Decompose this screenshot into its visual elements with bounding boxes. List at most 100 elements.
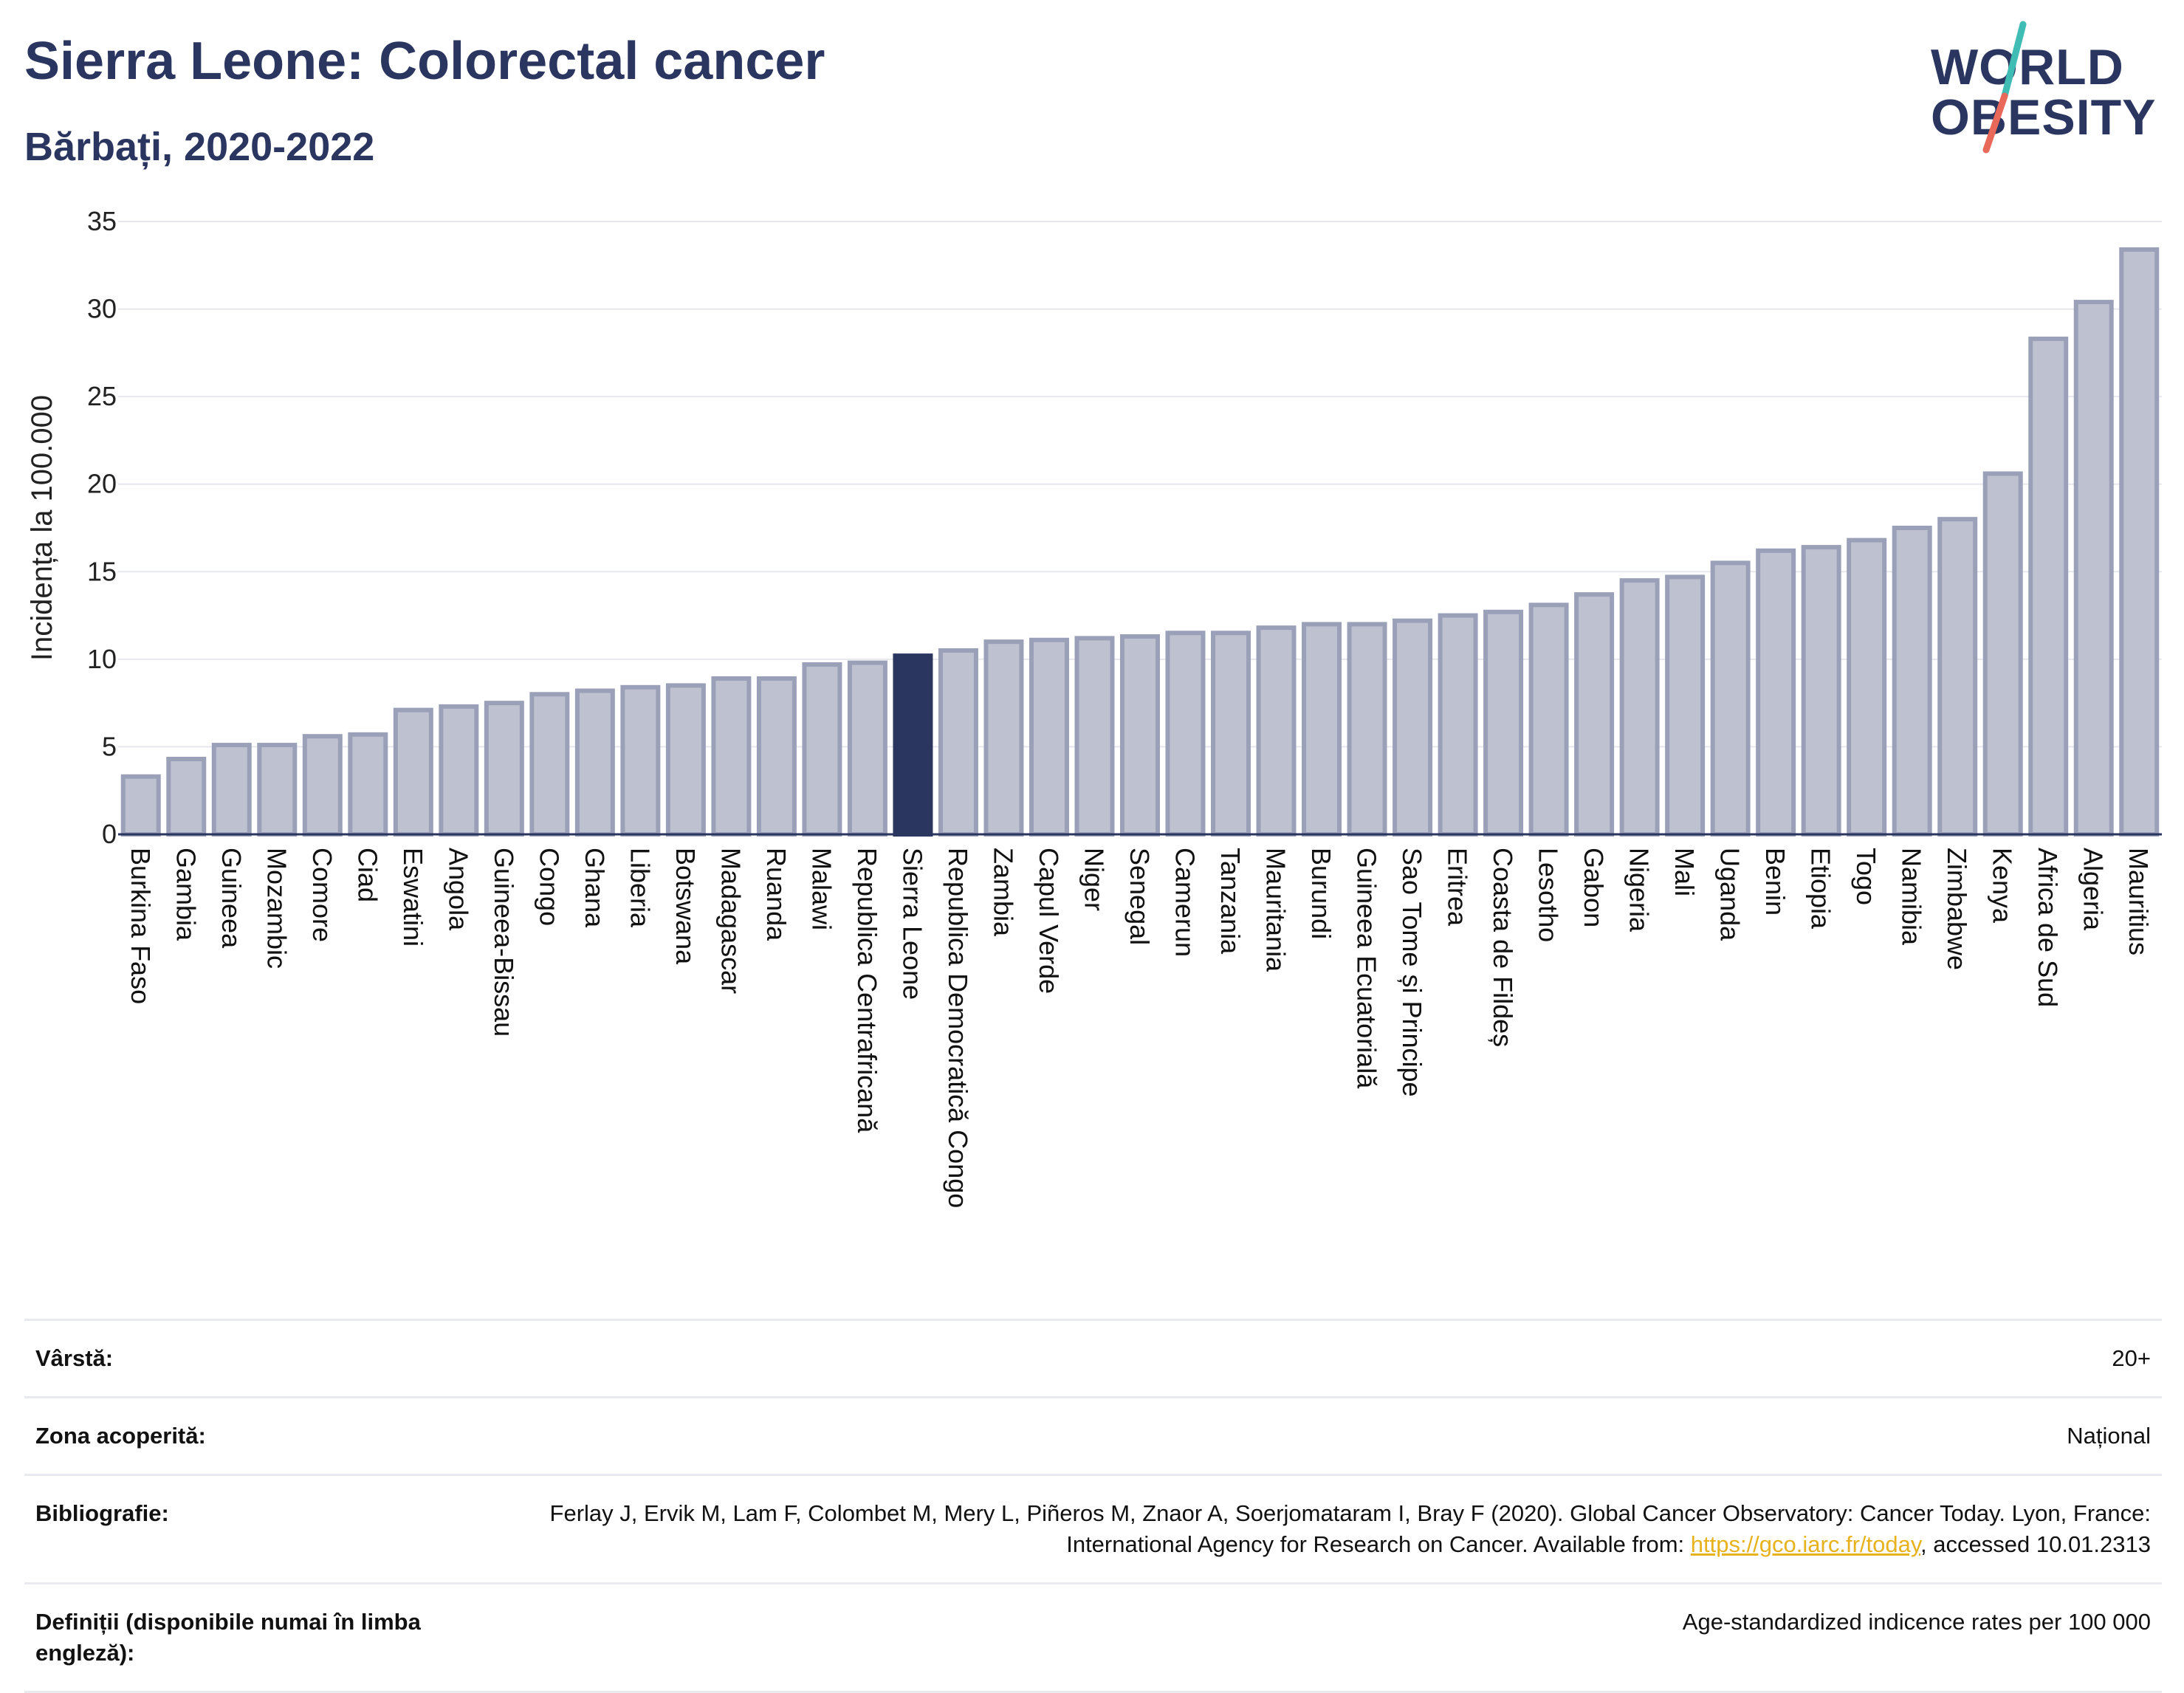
logo-line-1: WORLD — [1931, 39, 2124, 95]
x-tick-label: Ciad — [352, 848, 382, 902]
bar[interactable] — [756, 676, 797, 837]
bibliography-link[interactable]: https://gco.iarc.fr/today — [1690, 1531, 1921, 1557]
x-tick-label: Angola — [443, 848, 473, 931]
bibliography-value: Ferlay J, Ervik M, Lam F, Colombet M, Me… — [519, 1475, 2162, 1584]
x-tick-label: Senegal — [1124, 848, 1155, 945]
bar[interactable] — [529, 692, 570, 837]
bar[interactable] — [1801, 545, 1841, 837]
bar[interactable] — [1619, 578, 1660, 837]
area-value: Național — [2067, 1423, 2151, 1449]
x-tick-label: Uganda — [1715, 848, 1745, 941]
x-tick-label: Eritrea — [1443, 848, 1473, 927]
x-tick-label: Sierra Leone — [897, 848, 927, 1000]
bar[interactable] — [620, 684, 661, 837]
y-tick-label: 20 — [87, 469, 117, 499]
x-tick-label: Madagascar — [715, 848, 746, 994]
bar[interactable] — [847, 660, 887, 837]
x-tick-label: Namibia — [1897, 848, 1927, 946]
chart-subtitle: Bărbați, 2020-2022 — [24, 125, 375, 169]
bar[interactable] — [1347, 622, 1387, 837]
bar[interactable] — [1302, 622, 1342, 837]
bar[interactable] — [983, 639, 1024, 837]
bar-highlight[interactable] — [893, 653, 933, 837]
bar[interactable] — [393, 707, 433, 837]
x-tick-label: Congo — [534, 848, 564, 926]
bar[interactable] — [1165, 631, 1206, 837]
bar[interactable] — [1393, 618, 1433, 837]
bar[interactable] — [439, 704, 479, 837]
bar[interactable] — [1574, 592, 1615, 837]
bar[interactable] — [302, 734, 343, 837]
x-tick-label: Etiopia — [1806, 848, 1836, 930]
x-tick-label: Niger — [1079, 848, 1109, 911]
bar[interactable] — [1438, 613, 1478, 837]
x-tick-label: Eswatini — [398, 848, 428, 947]
y-tick-label: 0 — [102, 819, 117, 849]
bar[interactable] — [1665, 574, 1706, 837]
bars — [120, 247, 2160, 837]
x-tick-label: Algeria — [2078, 848, 2109, 931]
bar[interactable] — [665, 683, 706, 837]
bibliography-text-2: , accessed 10.01.2313 — [1920, 1531, 2151, 1557]
bar-chart: 0 5 10 15 20 25 30 35 Burkina Faso Gambia Guineea… — [26, 206, 2162, 1208]
bar[interactable] — [1756, 548, 1796, 837]
x-tick-label: Lesotho — [1534, 848, 1564, 942]
bar[interactable] — [348, 732, 388, 837]
bar[interactable] — [2119, 247, 2160, 837]
bar[interactable] — [1528, 602, 1569, 837]
x-tick-label: Nigeria — [1624, 848, 1655, 933]
bar[interactable] — [1029, 637, 1069, 837]
x-tick-label: Guineea Ecuatorială — [1352, 848, 1382, 1089]
x-tick-label: Guineea — [216, 848, 247, 949]
bar[interactable] — [711, 676, 752, 837]
bar[interactable] — [2028, 336, 2069, 837]
x-tick-label: Capul Verde — [1034, 848, 1064, 994]
x-tick-label: Mauritania — [1261, 848, 1291, 972]
bar[interactable] — [1847, 538, 1887, 837]
bar[interactable] — [1937, 517, 1978, 837]
y-tick-label: 35 — [87, 206, 117, 236]
y-tick-label: 15 — [87, 556, 117, 586]
bar[interactable] — [1892, 526, 1932, 837]
bibliography-label: Bibliografie: — [35, 1500, 169, 1526]
definitions-label: Definiții (disponibile numai în limba en… — [35, 1609, 421, 1666]
x-tick-label: Tanzania — [1215, 848, 1246, 955]
logo-line-2: OBESITY — [1931, 89, 2157, 145]
x-tick-label: Coasta de Fildeș — [1488, 848, 1518, 1047]
x-axis-labels: Burkina Faso Gambia Guineea Mozambic Comore C… — [126, 848, 2154, 1208]
x-tick-label: Comore — [307, 848, 337, 942]
bar[interactable] — [1074, 636, 1115, 837]
definitions-value: Age-standardized indicence rates per 100… — [1682, 1609, 2151, 1635]
bar[interactable] — [802, 662, 842, 837]
x-tick-label: Liberia — [625, 848, 655, 928]
world-obesity-logo: WORLD OBESITY — [1920, 18, 2178, 155]
bar[interactable] — [1710, 560, 1751, 837]
y-tick-label: 25 — [87, 381, 117, 411]
age-value: 20+ — [2112, 1345, 2151, 1371]
x-tick-label: Republica Democratică Congo — [943, 848, 973, 1208]
bar[interactable] — [1483, 609, 1524, 837]
x-tick-label: Burkina Faso — [126, 848, 156, 1004]
logo-slash-icon — [1982, 21, 2027, 154]
info-row-definitions: Definiții (disponibile numai în limba en… — [24, 1583, 2162, 1692]
bar[interactable] — [257, 743, 298, 837]
bar[interactable] — [211, 743, 252, 837]
bar[interactable] — [166, 757, 207, 837]
bar[interactable] — [120, 774, 161, 837]
y-tick-label: 10 — [87, 644, 117, 674]
bar[interactable] — [938, 648, 978, 837]
bar[interactable] — [1120, 634, 1160, 837]
x-tick-label: Camerun — [1170, 848, 1201, 957]
bar[interactable] — [2073, 300, 2114, 837]
info-table: Vârstă: 20+ Zona acoperită: Național Bib… — [24, 1319, 2162, 1693]
chart-title: Sierra Leone: Colorectal cancer — [24, 32, 825, 91]
bar[interactable] — [574, 688, 615, 837]
info-row-area: Zona acoperită: Național — [24, 1397, 2162, 1475]
bibliography-text-1: Ferlay J, Ervik M, Lam F, Colombet M, Me… — [549, 1500, 2151, 1557]
x-tick-label: Mauritius — [2123, 848, 2154, 955]
bar[interactable] — [1211, 631, 1251, 837]
bar[interactable] — [484, 701, 524, 837]
area-label: Zona acoperită: — [35, 1423, 206, 1449]
bar[interactable] — [1982, 471, 2023, 837]
bar[interactable] — [1256, 625, 1297, 837]
